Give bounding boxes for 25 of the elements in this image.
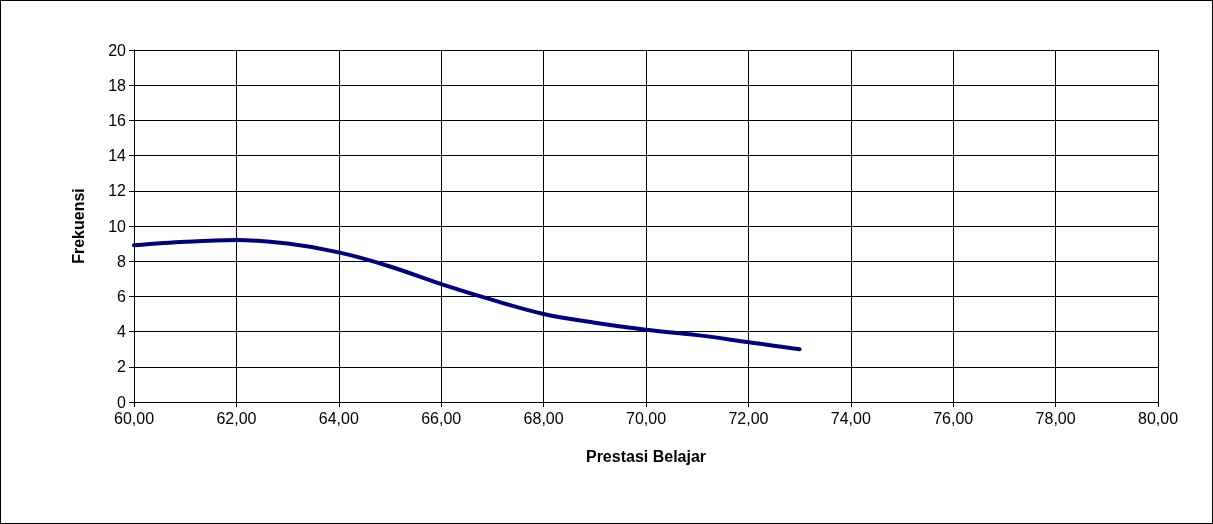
x-tick-label: 76,00 xyxy=(933,409,974,427)
x-tick-label: 64,00 xyxy=(318,409,359,427)
y-tick-label: 8 xyxy=(117,252,127,270)
y-tick-label: 2 xyxy=(117,358,127,376)
y-tick-label: 6 xyxy=(117,287,127,305)
y-axis-title: Frekuensi xyxy=(69,188,87,264)
line-series xyxy=(132,238,802,352)
y-tick-label: 10 xyxy=(108,217,127,235)
x-axis-title: Prestasi Belajar xyxy=(585,447,707,465)
x-tick-label: 80,00 xyxy=(1137,409,1179,427)
x-tick-label: 74,00 xyxy=(830,409,871,427)
x-tick-label: 62,00 xyxy=(216,409,257,427)
x-tick-label: 78,00 xyxy=(1035,409,1076,427)
y-tick-label: 12 xyxy=(108,182,127,200)
y-tick-label: 0 xyxy=(117,393,127,411)
y-tick-label: 14 xyxy=(108,147,127,165)
y-tick-label: 16 xyxy=(108,111,127,129)
x-tick-label: 70,00 xyxy=(625,409,667,427)
y-tick-label: 18 xyxy=(108,76,127,94)
x-tick-label: 72,00 xyxy=(728,409,769,427)
x-tick-label: 60,00 xyxy=(113,409,155,427)
y-tick-label: 4 xyxy=(117,323,127,341)
x-tick-label: 66,00 xyxy=(421,409,462,427)
x-tick-label: 68,00 xyxy=(523,409,564,427)
y-tick-label: 20 xyxy=(108,41,127,59)
